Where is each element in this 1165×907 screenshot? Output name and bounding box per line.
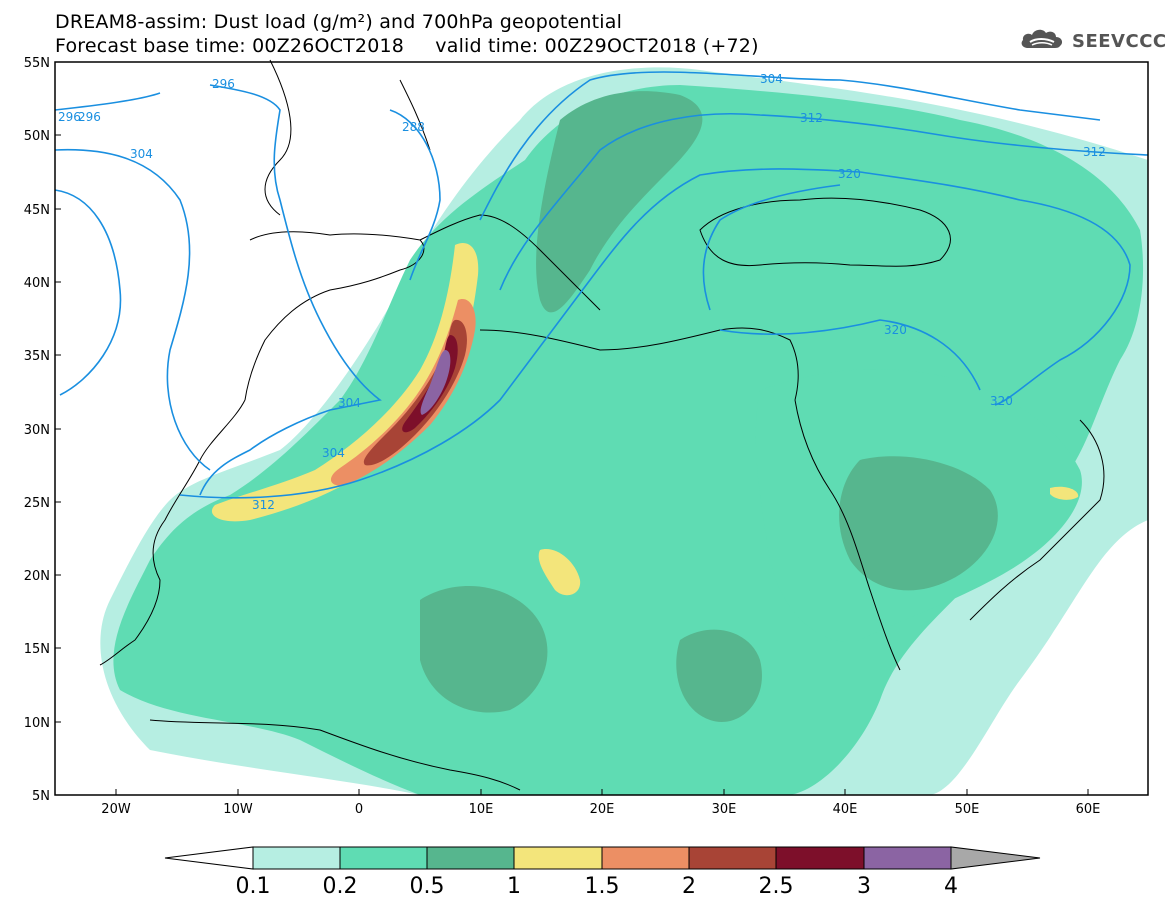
lat-label: 55N [24,56,50,71]
lat-label: 20N [24,569,50,584]
contour-label: 304 [322,446,345,460]
map-area: 296 296 296 288 304 304 304 304 312 312 … [54,59,1149,796]
contour-label: 296 [212,77,235,91]
lat-label: 15N [24,642,50,657]
dust-field-purple [420,350,451,415]
dust-field-dark-red [363,319,467,466]
colorbar-cell [601,846,690,870]
lon-label: 0 [355,802,363,817]
colorbar-label: 0.2 [323,874,358,899]
lat-label: 50N [24,129,50,144]
lat-label: 30N [24,423,50,438]
lat-labels: 55N 50N 45N 40N 35N 30N 25N 20N 15N 10N … [24,56,50,804]
contour-label: 304 [338,396,361,410]
contour-label: 296 [78,110,101,124]
dust-field-medium [420,91,998,722]
lon-label: 30E [712,802,737,817]
colorbar-label: 0.5 [410,874,445,899]
colorbar-cell [339,846,428,870]
map-subtitle: Forecast base time: 00Z26OCT2018 valid t… [55,35,759,57]
colorbar-cell [513,846,603,870]
map-title: DREAM8-assim: Dust load (g/m²) and 700hP… [55,11,623,33]
colorbar-label: 1.5 [585,874,620,899]
lat-label: 10N [24,716,50,731]
contour-label: 304 [760,72,783,86]
colorbar-label: 2 [682,874,696,899]
contour-label: 304 [130,147,153,161]
lon-label: 50E [955,802,980,817]
lon-label: 20E [590,802,615,817]
contour-labels: 296 296 296 288 304 304 304 304 312 312 … [58,72,1106,512]
contour-label: 312 [800,111,823,125]
coastlines [99,59,1105,791]
contour-label: 320 [838,167,861,181]
contour-label: 312 [1083,145,1106,159]
lon-label: 10W [223,802,253,817]
colorbar-label: 2.5 [759,874,794,899]
colorbar-cell [252,846,341,870]
lat-label: 45N [24,203,50,218]
colorbar-label: 4 [944,874,958,899]
lat-label: 40N [24,276,50,291]
colorbar-cell [688,846,777,870]
lat-label: 25N [24,496,50,511]
lat-label: 5N [32,789,50,804]
lon-label: 20W [101,802,131,817]
colorbar-label: 1 [507,874,521,899]
colorbar-cell [775,846,865,870]
colorbar [164,846,1041,870]
geopotential-contours [54,71,1149,499]
lat-label: 35N [24,349,50,364]
logo-text: SEEVCCC [1072,30,1165,52]
colorbar-cell [863,846,952,870]
lon-label: 60E [1076,802,1101,817]
colorbar-upper-arrow [950,846,1041,870]
contour-label: 320 [884,323,907,337]
cloud-icon [1018,26,1068,56]
lon-label: 40E [833,802,858,817]
seevccc-logo: SEEVCCC [1018,28,1165,54]
colorbar-label: 3 [857,874,871,899]
axis-ticks [55,61,1089,796]
contour-label: 296 [58,110,81,124]
contour-label: 288 [402,120,425,134]
lon-label: 10E [469,802,494,817]
contour-label: 312 [252,498,275,512]
contour-label: 320 [990,394,1013,408]
lon-labels: 20W 10W 0 10E 20E 30E 40E 50E 60E [101,802,1100,817]
colorbar-cell [426,846,515,870]
colorbar-labels: 0.1 0.2 0.5 1 1.5 2 2.5 3 4 [236,874,959,899]
colorbar-lower-arrow [164,846,254,870]
colorbar-label: 0.1 [236,874,271,899]
